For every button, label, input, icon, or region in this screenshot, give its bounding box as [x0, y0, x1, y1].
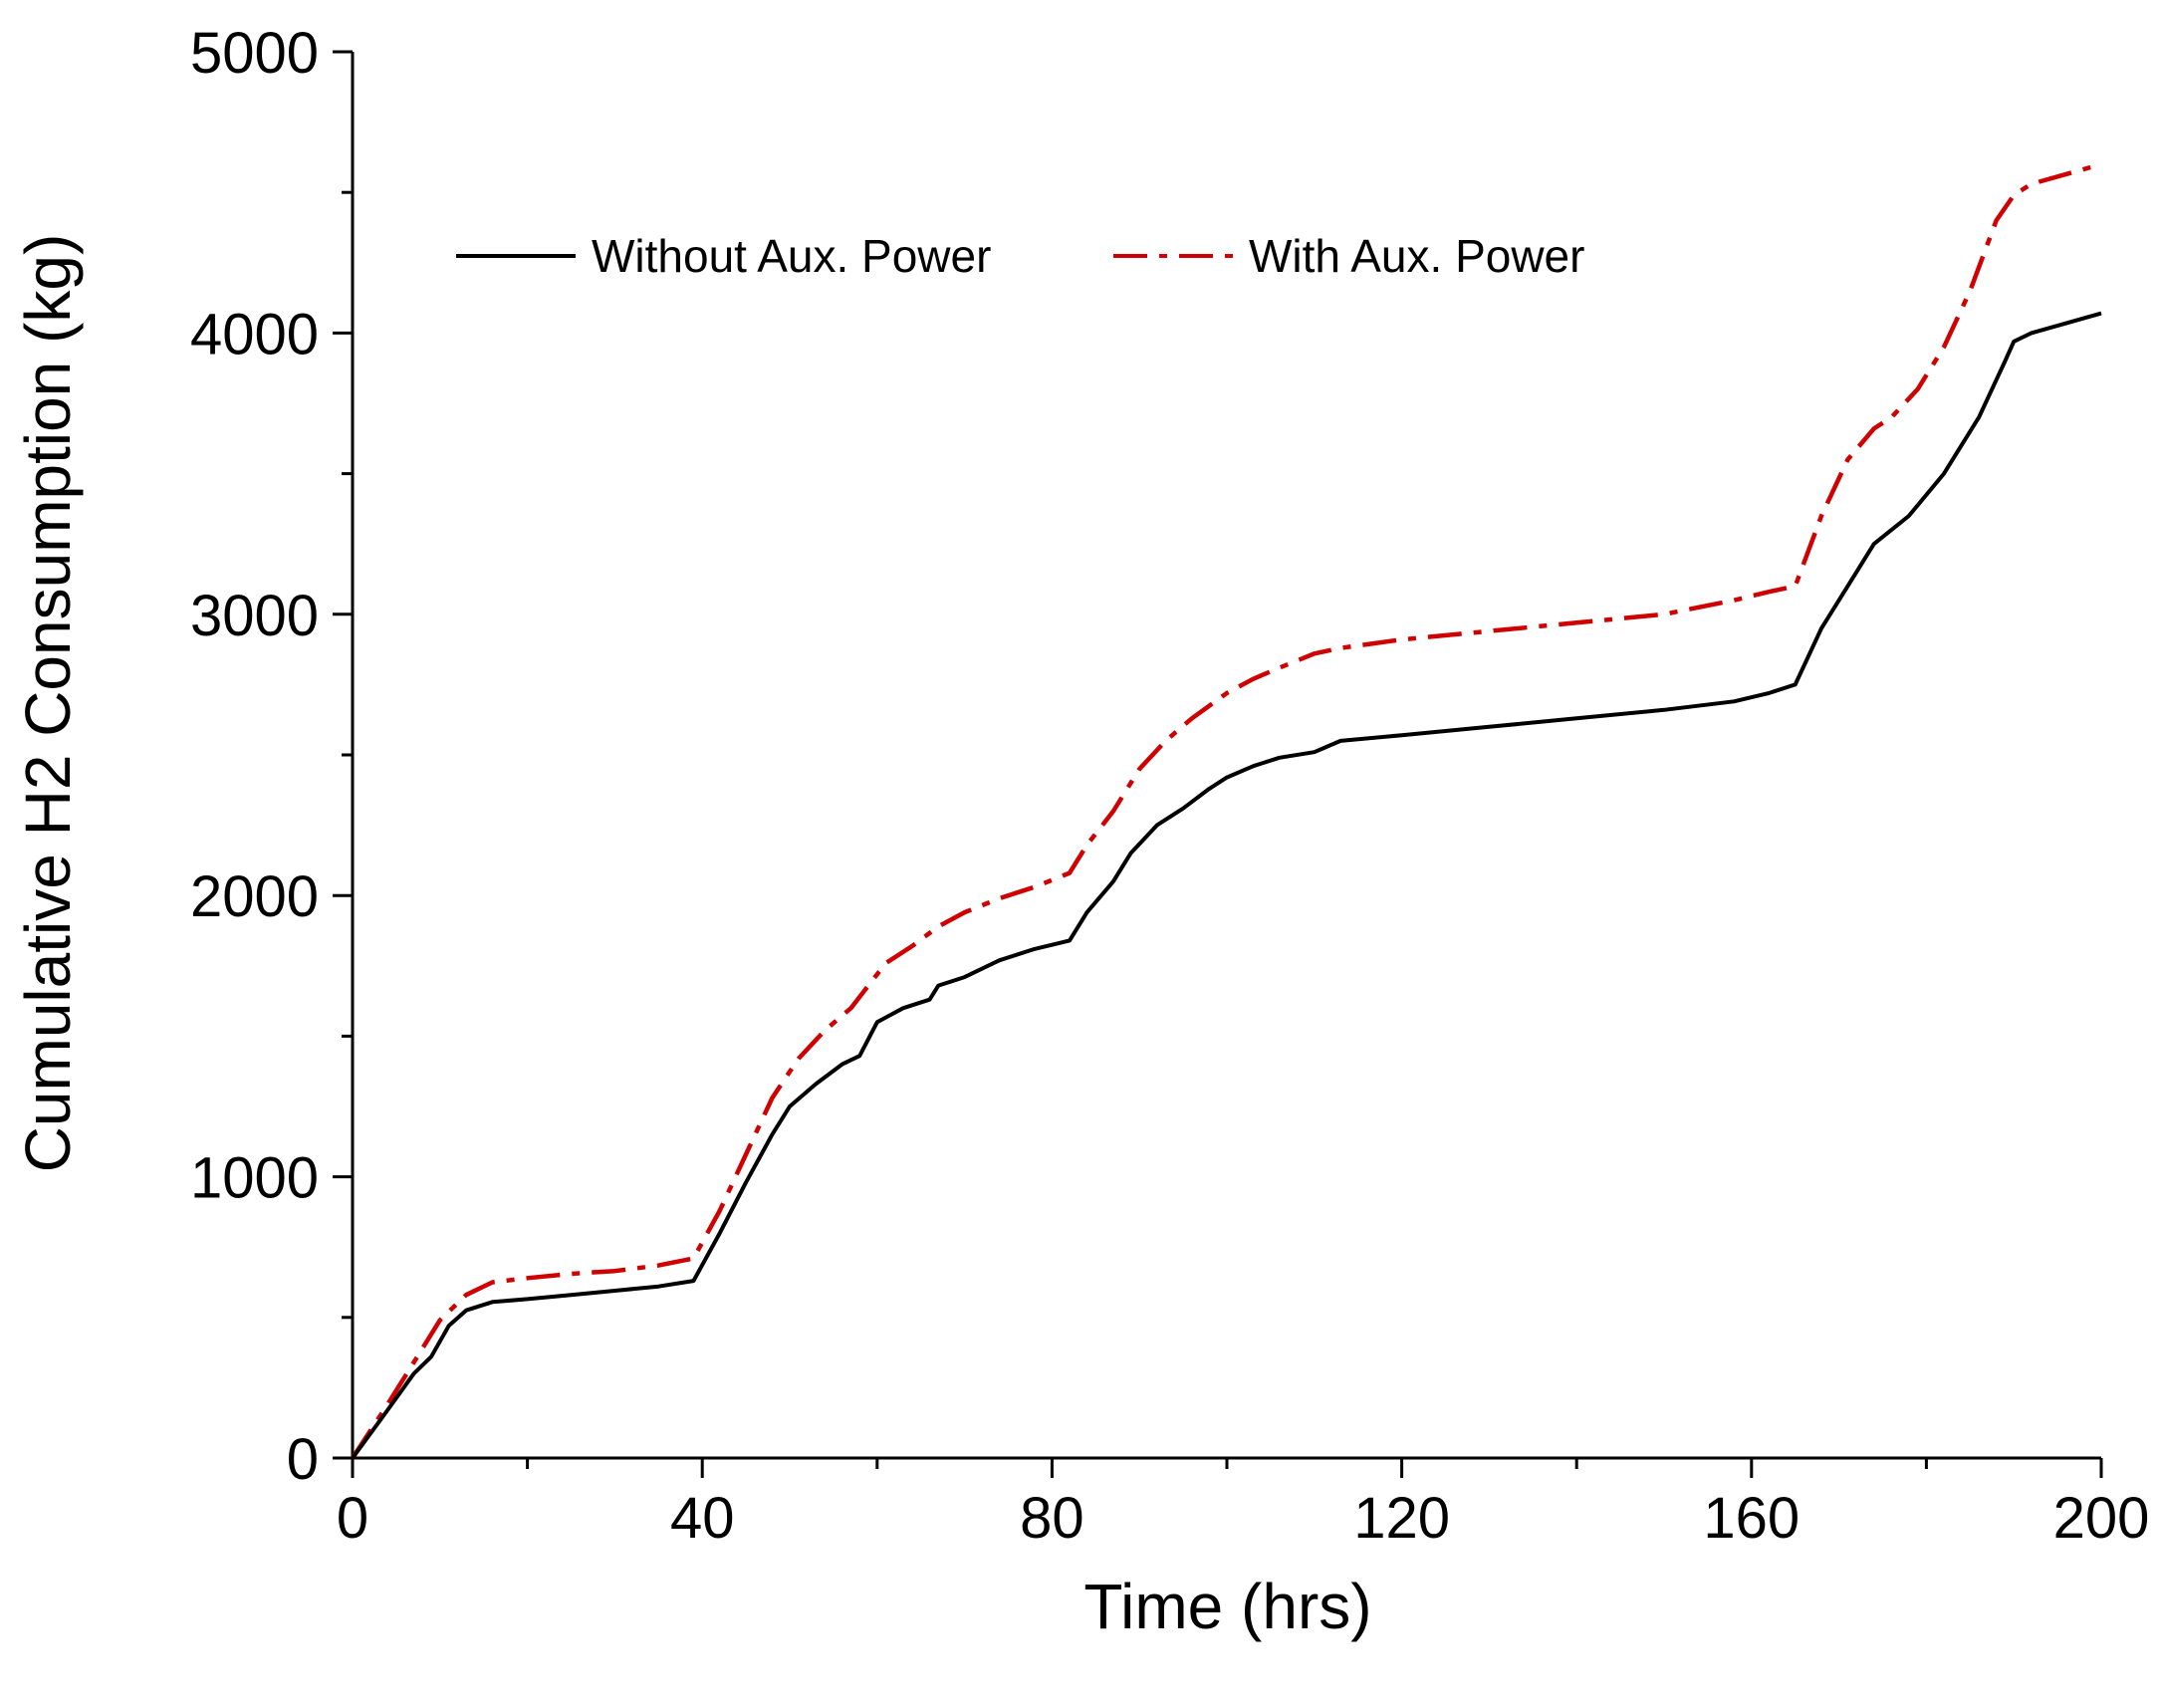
- y-tick-label: 1000: [190, 1146, 319, 1211]
- legend-label: With Aux. Power: [1249, 230, 1584, 282]
- x-axis-title: Time (hrs): [1083, 1571, 1371, 1642]
- x-tick-label: 40: [670, 1486, 735, 1551]
- x-tick-label: 160: [1703, 1486, 1800, 1551]
- y-tick-label: 0: [287, 1427, 319, 1492]
- series-line-with-aux-power: [351, 161, 2102, 1460]
- x-tick-label: 0: [337, 1486, 368, 1551]
- y-axis-title: Cumulative H2 Consumption (kg): [12, 234, 84, 1173]
- y-tick-label: 5000: [190, 21, 319, 86]
- x-tick-label: 200: [2053, 1486, 2150, 1551]
- series-layer: [351, 161, 2102, 1460]
- y-tick-label: 3000: [190, 584, 319, 648]
- series-line-without-aux-power: [351, 311, 2102, 1460]
- y-tick-label: 4000: [190, 302, 319, 366]
- x-tick-label: 80: [1020, 1486, 1084, 1551]
- x-tick-label: 120: [1353, 1486, 1450, 1551]
- legend-label: Without Aux. Power: [592, 230, 991, 282]
- y-tick-label: 2000: [190, 864, 319, 929]
- legend: Without Aux. Power With Aux. Power: [456, 230, 1584, 282]
